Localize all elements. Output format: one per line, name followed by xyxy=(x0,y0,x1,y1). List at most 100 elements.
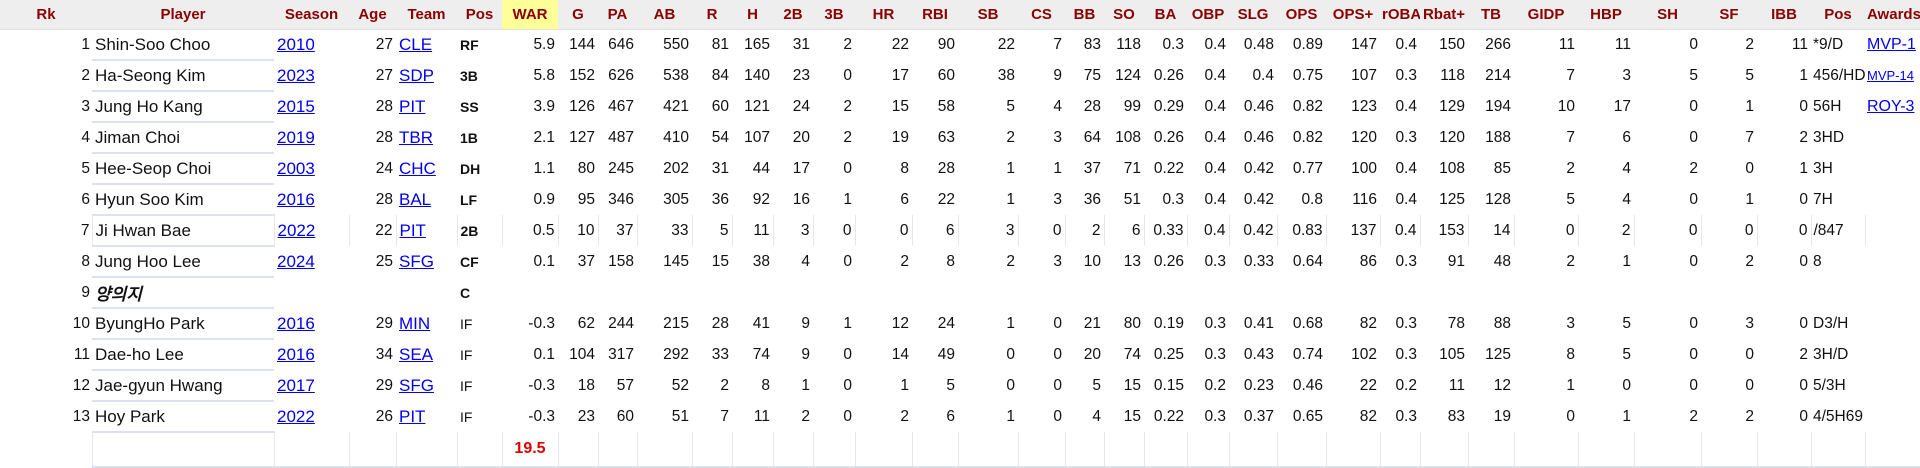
column-header-sb[interactable]: SB xyxy=(958,0,1018,30)
sb-cell: 1 xyxy=(1006,190,1015,208)
team-link[interactable]: MIN xyxy=(399,313,431,333)
column-header-pos[interactable]: Pos xyxy=(1811,0,1865,30)
column-header-slg[interactable]: SLG xyxy=(1229,0,1277,30)
awards-cell xyxy=(1865,184,1920,215)
rank-cell: 3 xyxy=(81,97,90,115)
ab-cell: 538 xyxy=(663,66,689,84)
positions-played-cell: 3HD xyxy=(1813,128,1845,146)
hr-cell: 19 xyxy=(891,128,909,146)
column-header-ops[interactable]: OPS xyxy=(1277,0,1326,30)
column-header-bb[interactable]: BB xyxy=(1065,0,1104,30)
season-link[interactable]: 2022 xyxy=(277,406,315,426)
hbp-cell: 5 xyxy=(1622,345,1631,363)
column-header-war[interactable]: WAR xyxy=(502,0,558,30)
rbat-plus-cell: 125 xyxy=(1439,190,1465,208)
2b-cell: 4 xyxy=(801,252,810,270)
season-link[interactable]: 2016 xyxy=(277,313,315,333)
team-cell xyxy=(396,277,457,308)
team-link[interactable]: CLE xyxy=(399,35,433,54)
award-link[interactable]: ROY-3 xyxy=(1867,97,1915,115)
season-link[interactable]: 2016 xyxy=(277,189,315,209)
summary-cell xyxy=(1756,432,1811,468)
column-header-hr[interactable]: HR xyxy=(855,0,912,30)
column-header-so[interactable]: SO xyxy=(1104,0,1144,30)
column-header-r[interactable]: R xyxy=(692,0,732,30)
column-header-ab[interactable]: AB xyxy=(637,0,692,30)
season-link[interactable]: 2015 xyxy=(277,96,315,116)
column-header-gidp[interactable]: GIDP xyxy=(1514,0,1578,30)
summary-cell xyxy=(456,432,502,468)
summary-cell xyxy=(957,432,1018,468)
h-cell: 11 xyxy=(753,407,770,425)
column-header-pa[interactable]: PA xyxy=(598,0,637,30)
cs-cell: 1 xyxy=(1053,159,1062,177)
sb-cell: 1 xyxy=(1006,314,1015,332)
team-link[interactable]: PIT xyxy=(399,96,426,116)
column-header-ops-plus[interactable]: OPS+ xyxy=(1326,0,1380,30)
team-link[interactable]: SDP xyxy=(399,65,434,85)
summary-cell xyxy=(1700,432,1757,468)
season-link[interactable]: 2023 xyxy=(277,65,315,85)
column-header-player[interactable]: Player xyxy=(92,0,274,30)
column-header-rk[interactable]: Rk xyxy=(0,0,92,30)
season-link[interactable]: 2016 xyxy=(277,344,315,364)
column-header-obp[interactable]: OBP xyxy=(1187,0,1229,30)
column-header-team[interactable]: Team xyxy=(396,0,457,30)
player-name-cell: Ji Hwan Bae xyxy=(91,215,274,247)
column-header-hbp[interactable]: HBP xyxy=(1578,0,1634,30)
sf-cell: 1 xyxy=(1745,190,1754,208)
season-link[interactable]: 2017 xyxy=(277,375,315,395)
ops-plus-cell: 137 xyxy=(1325,215,1380,246)
column-header-roba[interactable]: rOBA xyxy=(1380,0,1420,30)
team-link[interactable]: TBR xyxy=(399,127,433,147)
so-cell: 124 xyxy=(1115,66,1141,84)
hbp-cell: 2 xyxy=(1577,215,1634,246)
roba-cell: 0.4 xyxy=(1379,215,1420,246)
team-link[interactable]: CHC xyxy=(399,158,436,178)
column-header-season[interactable]: Season xyxy=(274,0,349,30)
column-header-g[interactable]: G xyxy=(558,0,598,30)
3b-cell: 2 xyxy=(843,128,852,146)
awards-cell xyxy=(1864,215,1920,246)
column-header-sf[interactable]: SF xyxy=(1701,0,1757,30)
bb-cell: 83 xyxy=(1083,36,1101,53)
column-header-tb[interactable]: TB xyxy=(1468,0,1514,30)
column-header-3b[interactable]: 3B xyxy=(813,0,855,30)
tb-cell: 14 xyxy=(1467,215,1514,246)
season-link[interactable]: 2019 xyxy=(277,127,315,147)
slg-cell: 0.46 xyxy=(1243,97,1274,115)
award-link[interactable]: MVP-1 xyxy=(1867,36,1916,53)
column-header-2b[interactable]: 2B xyxy=(773,0,813,30)
column-header-rbat-plus[interactable]: Rbat+ xyxy=(1420,0,1468,30)
hr-cell: 15 xyxy=(891,97,909,115)
so-cell: 71 xyxy=(1123,159,1141,177)
column-header-rbi[interactable]: RBI xyxy=(912,0,958,30)
team-link[interactable]: SEA xyxy=(399,344,434,364)
column-header-ba[interactable]: BA xyxy=(1144,0,1187,30)
team-link[interactable]: SFG xyxy=(399,375,434,395)
season-cell: 2015 xyxy=(274,91,349,122)
summary-cell xyxy=(348,432,396,468)
season-link[interactable]: 2024 xyxy=(277,251,315,271)
team-link[interactable]: SFG xyxy=(399,251,434,271)
season-link[interactable]: 2010 xyxy=(277,35,315,54)
team-link[interactable]: PIT xyxy=(399,220,426,240)
season-link[interactable]: 2022 xyxy=(277,220,316,240)
column-header-age[interactable]: Age xyxy=(349,0,396,30)
award-link[interactable]: MVP-14 xyxy=(1867,68,1914,83)
column-header-pos[interactable]: Pos xyxy=(457,0,502,30)
column-header-awards[interactable]: Awards xyxy=(1865,0,1920,30)
team-link[interactable]: PIT xyxy=(399,406,426,426)
column-header-ibb[interactable]: IBB xyxy=(1757,0,1811,30)
team-cell: CHC xyxy=(396,153,457,184)
ba-cell: 0.3 xyxy=(1162,36,1184,53)
r-cell: 5 xyxy=(691,215,732,246)
column-header-cs[interactable]: CS xyxy=(1018,0,1065,30)
column-header-sh[interactable]: SH xyxy=(1634,0,1701,30)
season-link[interactable]: 2003 xyxy=(277,158,315,178)
g-cell: 18 xyxy=(577,376,595,394)
ops-cell: 0.75 xyxy=(1292,66,1323,84)
column-header-h[interactable]: H xyxy=(732,0,773,30)
team-link[interactable]: BAL xyxy=(399,189,432,209)
awards-cell xyxy=(1865,339,1920,370)
